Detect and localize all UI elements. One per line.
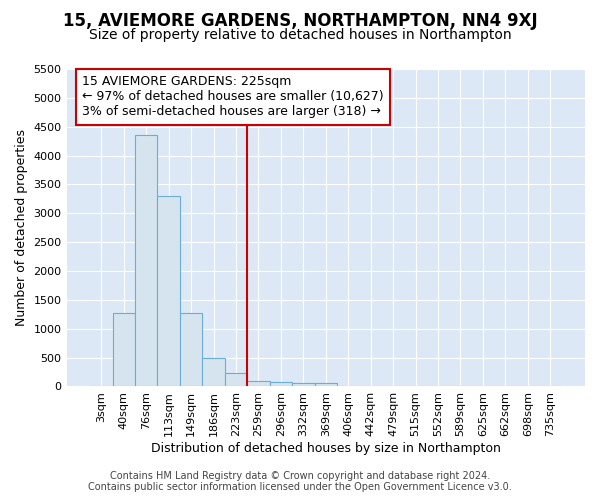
Bar: [135, 136, 157, 386]
Bar: [292, 383, 314, 386]
Bar: [157, 196, 180, 386]
Text: Contains HM Land Registry data © Crown copyright and database right 2024.
Contai: Contains HM Land Registry data © Crown c…: [88, 471, 512, 492]
Bar: [225, 373, 247, 386]
Bar: [202, 358, 225, 386]
Bar: [113, 313, 135, 386]
Bar: [247, 380, 269, 386]
Bar: [269, 382, 292, 386]
Y-axis label: Number of detached properties: Number of detached properties: [15, 129, 28, 326]
X-axis label: Distribution of detached houses by size in Northampton: Distribution of detached houses by size …: [151, 442, 501, 455]
Text: Size of property relative to detached houses in Northampton: Size of property relative to detached ho…: [89, 28, 511, 42]
Bar: [314, 383, 337, 386]
Bar: [180, 313, 202, 386]
Text: 15, AVIEMORE GARDENS, NORTHAMPTON, NN4 9XJ: 15, AVIEMORE GARDENS, NORTHAMPTON, NN4 9…: [62, 12, 538, 30]
Text: 15 AVIEMORE GARDENS: 225sqm
← 97% of detached houses are smaller (10,627)
3% of : 15 AVIEMORE GARDENS: 225sqm ← 97% of det…: [82, 76, 384, 118]
